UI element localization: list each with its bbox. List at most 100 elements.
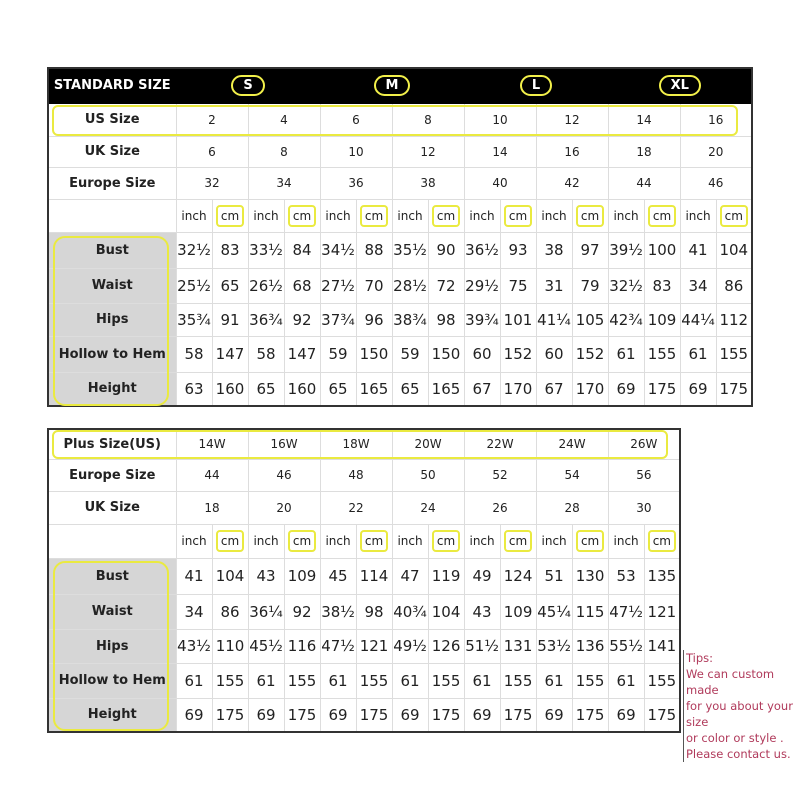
measurement-value: 34 — [175, 593, 213, 630]
europe-size-value: 48 — [319, 458, 393, 492]
size-group-xl: XL — [607, 67, 753, 104]
unit-inch: inch — [535, 198, 573, 233]
measurement-value: 51½ — [463, 628, 501, 664]
measurement-value: 92 — [283, 302, 321, 337]
europe-size-value: 34 — [247, 166, 321, 200]
size-group-circle: M — [373, 75, 411, 97]
measurement-value: 25½ — [175, 267, 213, 304]
unit-cm-highlight: cm — [215, 530, 245, 552]
measurement-row-hollow-to-hem: Hollow to Hem 61 155 61 155 61 155 61 155 61 155 61… — [47, 662, 681, 699]
measurement-value: 93 — [499, 231, 537, 269]
measurement-row-bust: Bust 41 104 43 109 45 114 47 119 49 124 51 130 53 135 — [47, 557, 681, 595]
uk-size-value: 6 — [175, 135, 249, 168]
unit-inch: inch — [463, 198, 501, 233]
plus-size-value: 18W — [319, 428, 393, 460]
measurement-value: 58 — [247, 335, 285, 373]
us-size-value: 8 — [391, 102, 465, 137]
measurement-value: 147 — [283, 335, 321, 373]
measurement-value: 175 — [283, 697, 321, 733]
measurement-value: 36¾ — [247, 302, 285, 337]
measurement-value: 69 — [607, 697, 645, 733]
europe-size-value: 40 — [463, 166, 537, 200]
measurement-value: 170 — [499, 371, 537, 407]
measurement-value: 53 — [607, 557, 645, 595]
unit-cm: cm — [427, 523, 465, 559]
unit-inch: inch — [247, 198, 285, 233]
measurement-value: 69 — [319, 697, 357, 733]
measurement-value: 92 — [283, 593, 321, 630]
europe-size-row: Europe Size 44 46 48 50 52 54 56 — [47, 458, 681, 492]
measurement-value: 53½ — [535, 628, 573, 664]
measurement-value: 121 — [643, 593, 681, 630]
measurement-value: 130 — [571, 557, 609, 595]
measurement-value: 175 — [643, 697, 681, 733]
tips-title: Tips: — [686, 651, 714, 665]
header-row: STANDARD SIZE S M L XL — [47, 67, 753, 104]
measurement-value: 31 — [535, 267, 573, 304]
measurement-value: 150 — [355, 335, 393, 373]
empty-cell — [47, 198, 177, 233]
measurement-value: 55½ — [607, 628, 645, 664]
measurement-row-hollow-to-hem: Hollow to Hem 58 147 58 147 59 150 59 150 60 152 60… — [47, 335, 753, 373]
unit-cm-highlight: cm — [575, 204, 605, 227]
measurement-value: 63 — [175, 371, 213, 407]
measurement-value: 86 — [211, 593, 249, 630]
measurement-value: 61 — [319, 662, 357, 699]
unit-cm: cm — [355, 198, 393, 233]
size-group-m: M — [319, 67, 465, 104]
unit-cm-highlight: cm — [359, 530, 389, 552]
uk-size-value: 18 — [607, 135, 681, 168]
unit-cm-highlight: cm — [431, 530, 461, 552]
measurement-value: 69 — [463, 697, 501, 733]
measurement-label: Hollow to Hem — [47, 335, 177, 373]
measurement-value: 105 — [571, 302, 609, 337]
empty-cell — [47, 523, 177, 559]
measurement-value: 155 — [715, 335, 753, 373]
uk-size-value: 16 — [535, 135, 609, 168]
unit-inch: inch — [391, 523, 429, 559]
measurement-value: 175 — [211, 697, 249, 733]
plus-size-label: Plus Size(US) — [47, 428, 177, 460]
measurement-row-height: Height 63 160 65 160 65 165 65 165 67 170 67 170 69 17… — [47, 371, 753, 407]
uk-size-value: 24 — [391, 490, 465, 525]
unit-cm: cm — [283, 523, 321, 559]
measurement-value: 98 — [355, 593, 393, 630]
measurement-label: Bust — [47, 557, 177, 595]
europe-size-value: 52 — [463, 458, 537, 492]
us-size-value: 2 — [175, 102, 249, 137]
measurement-value: 110 — [211, 628, 249, 664]
measurement-value: 41 — [175, 557, 213, 595]
plus-size-table: Plus Size(US) 14W 16W 18W 20W 22W 24W 26W Europe… — [47, 428, 682, 733]
measurement-value: 160 — [283, 371, 321, 407]
measurement-value: 38 — [535, 231, 573, 269]
unit-cm-highlight: cm — [287, 204, 317, 227]
measurement-value: 91 — [211, 302, 249, 337]
measurement-value: 61 — [463, 662, 501, 699]
measurement-value: 45¼ — [535, 593, 573, 630]
measurement-row-bust: Bust 32½ 83 33½ 84 34½ 88 35½ 90 36½ 93 38 97 39½ 100 4… — [47, 231, 753, 269]
tips-line: We can custom made — [686, 667, 775, 697]
uk-size-value: 22 — [319, 490, 393, 525]
uk-size-value: 28 — [535, 490, 609, 525]
measurement-value: 72 — [427, 267, 465, 304]
measurement-value: 135 — [643, 557, 681, 595]
measurement-value: 69 — [175, 697, 213, 733]
measurement-value: 155 — [499, 662, 537, 699]
measurement-value: 147 — [211, 335, 249, 373]
measurement-value: 45½ — [247, 628, 285, 664]
unit-row: inch cm inch cm inch cm inch cm inch cm inch cm inch… — [47, 523, 681, 559]
us-size-value: 14 — [607, 102, 681, 137]
measurement-value: 42¾ — [607, 302, 645, 337]
standard-size-title: STANDARD SIZE — [47, 67, 177, 104]
unit-cm: cm — [427, 198, 465, 233]
europe-size-row: Europe Size 32 34 36 38 40 42 44 46 — [47, 166, 753, 200]
measurement-row-hips: Hips 43½ 110 45½ 116 47½ 121 49½ 126 51½ 131 53½ 136… — [47, 628, 681, 664]
measurement-value: 65 — [319, 371, 357, 407]
unit-inch: inch — [391, 198, 429, 233]
size-group-circle: L — [519, 75, 553, 97]
unit-cm-highlight: cm — [287, 530, 317, 552]
measurement-value: 116 — [283, 628, 321, 664]
measurement-value: 96 — [355, 302, 393, 337]
unit-cm: cm — [355, 523, 393, 559]
unit-cm-highlight: cm — [215, 204, 245, 227]
